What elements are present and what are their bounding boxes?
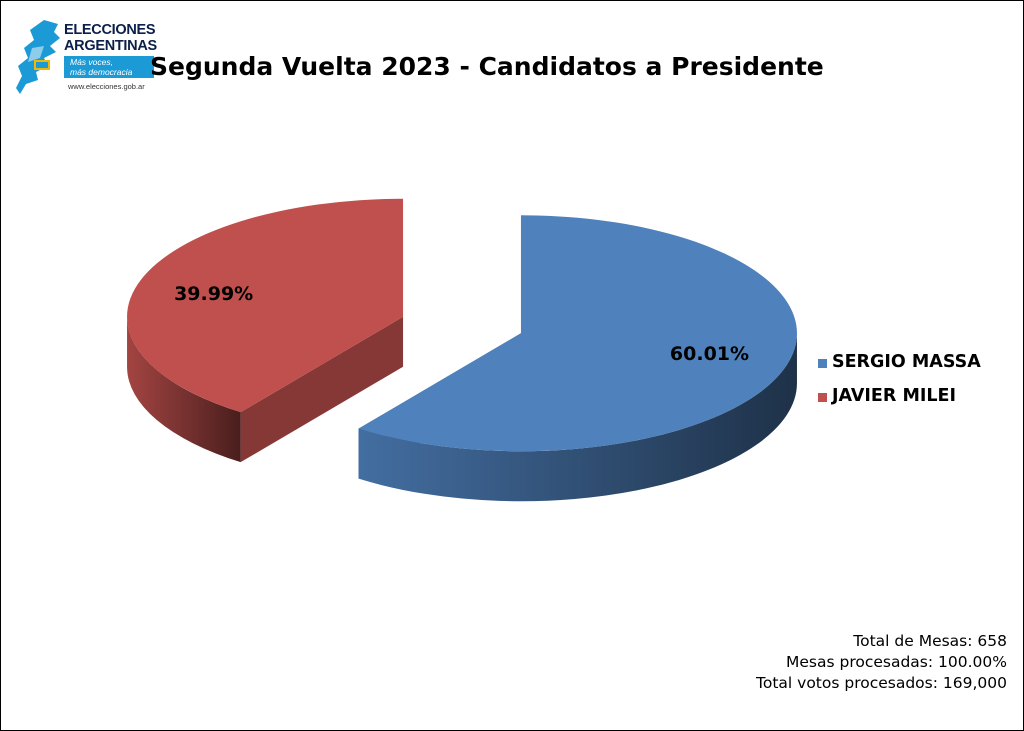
stat-mesas-procesadas: Mesas procesadas: 100.00%	[786, 653, 1007, 671]
legend-label-javier-milei: JAVIER MILEI	[832, 386, 956, 406]
data-label-javier-milei: 39.99%	[174, 282, 254, 305]
stat-total-mesas: Total de Mesas: 658	[853, 632, 1007, 650]
pie-slice-top-sergio-massa	[358, 215, 797, 452]
chart-title: Segunda Vuelta 2023 - Candidatos a Presi…	[150, 52, 824, 81]
logo-text-line2: ARGENTINAS	[64, 38, 157, 54]
pie-slice-wall-javier-milei-0	[240, 316, 404, 463]
pie-slice-side-sergio-massa-0	[358, 333, 797, 502]
logo-text-line1: ELECCIONES	[64, 22, 156, 38]
logo-url: www.elecciones.gob.ar	[68, 82, 145, 91]
pie-slice-top-javier-milei	[127, 198, 404, 413]
logo-slogan-line1: Más voces,	[70, 57, 113, 67]
pie-slice-side-javier-milei-0	[127, 316, 241, 463]
data-label-sergio-massa: 60.01%	[669, 343, 750, 366]
legend-label-sergio-massa: SERGIO MASSA	[832, 352, 981, 372]
logo-slogan-line2: más democracia	[70, 67, 133, 77]
legend-swatch-sergio-massa	[818, 359, 827, 368]
logo-slogan: Más voces, más democracia	[64, 56, 154, 78]
pie-slice-javier-milei	[127, 198, 404, 463]
pie-slice-sergio-massa	[358, 215, 797, 502]
stat-total-votos: Total votos procesados: 169,000	[756, 674, 1007, 692]
legend-swatch-javier-milei	[818, 393, 827, 402]
elecciones-argentinas-logo: ELECCIONES ARGENTINAS Más voces, más dem…	[14, 18, 164, 98]
argentina-map-icon	[16, 20, 60, 94]
processing-stats: Total de Mesas: 658 Mesas procesadas: 10…	[756, 631, 1007, 694]
